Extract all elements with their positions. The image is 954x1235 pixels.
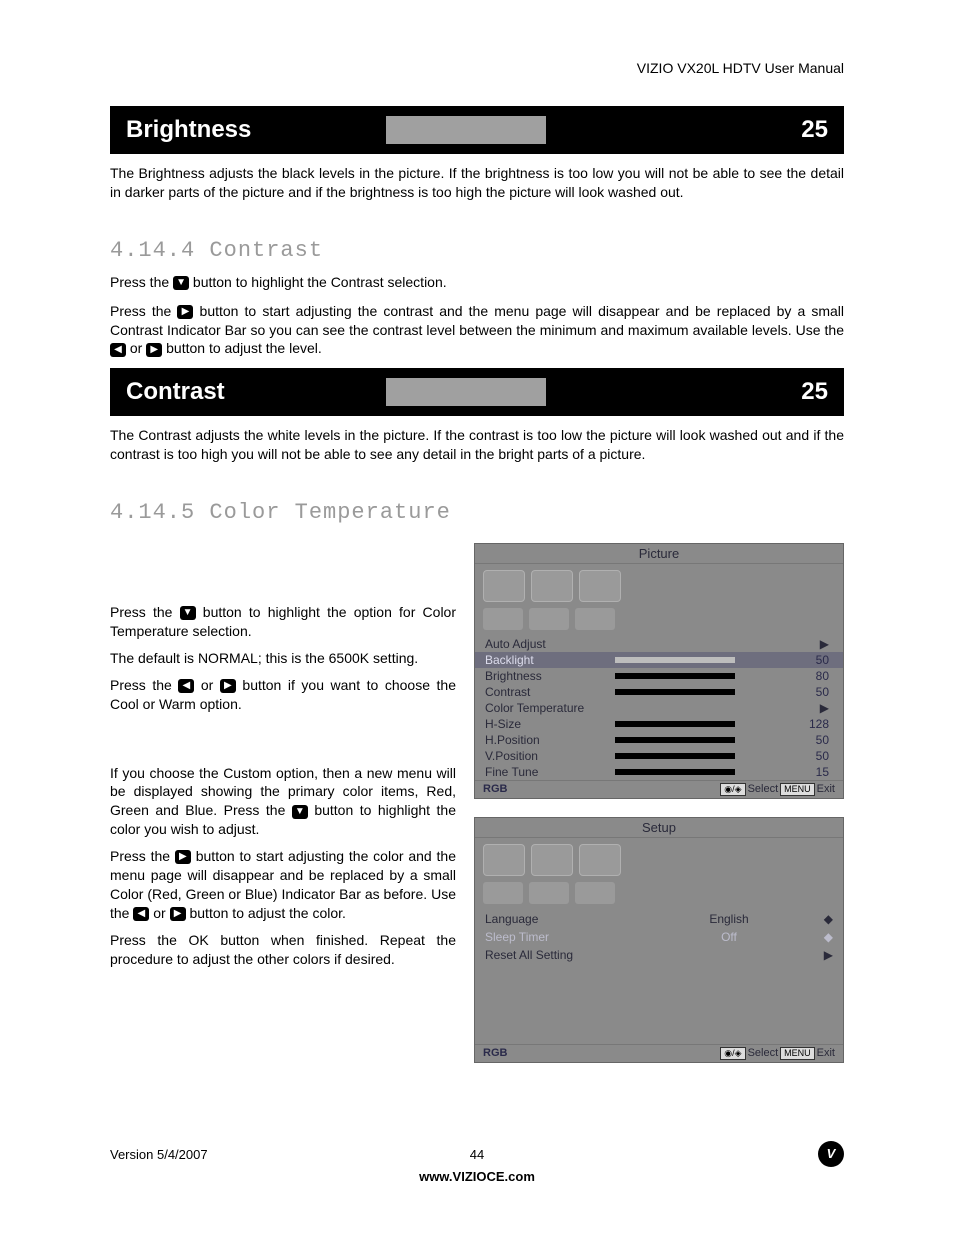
brightness-label: Brightness	[126, 116, 386, 144]
osd-subtab-icon	[483, 882, 523, 904]
colortemp-columns: Press the ▼ button to highlight the opti…	[110, 543, 844, 1081]
left-arrow-icon: ◀	[110, 343, 126, 357]
colortemp-finish: Press the OK button when finished. Repea…	[110, 931, 456, 969]
osd-row-hpos: H.Position 50	[475, 732, 843, 748]
osd-tab-icons	[475, 564, 843, 608]
page-number: 44	[447, 1147, 507, 1162]
osd-subtab-icon	[575, 608, 615, 630]
osd-row-fine: Fine Tune 15	[475, 764, 843, 780]
colortemp-default: The default is NORMAL; this is the 6500K…	[110, 649, 456, 668]
contrast-osd-bar: Contrast 25	[110, 368, 844, 416]
right-triangle-icon: ▶	[615, 637, 833, 651]
lr-arrow-icon: ◆	[813, 912, 833, 926]
footer-url: www.VIZIOCE.com	[110, 1169, 844, 1184]
manual-title: VIZIO VX20L HDTV User Manual	[110, 60, 844, 76]
contrast-p1: Press the ▼ button to highlight the Cont…	[110, 273, 844, 292]
osd-subtab-icon	[529, 608, 569, 630]
osd-tab-icon	[531, 844, 573, 876]
right-triangle-icon: ▶	[813, 948, 833, 962]
contrast-label: Contrast	[126, 378, 386, 406]
osd-tab-icon	[531, 570, 573, 602]
osd-screenshots: Picture Auto Adjust ▶ Backlight	[474, 543, 844, 1081]
key-icon: ◉/◈	[720, 783, 745, 796]
page-footer: Version 5/4/2007 44 V	[110, 1141, 844, 1167]
setup-osd-panel: Setup Language English ◆ Sleep	[474, 817, 844, 1063]
osd-source: RGB	[483, 1047, 507, 1060]
setup-row-sleep: Sleep Timer Off ◆	[475, 928, 843, 946]
page: VIZIO VX20L HDTV User Manual Brightness …	[0, 0, 954, 1235]
version-text: Version 5/4/2007	[110, 1147, 447, 1162]
key-icon: ◉/◈	[720, 1047, 745, 1060]
down-arrow-icon: ▼	[292, 805, 308, 819]
osd-subtab-icons	[475, 608, 843, 636]
slider-bar	[615, 753, 735, 759]
slider-bar	[615, 721, 735, 727]
vizio-logo: V	[507, 1141, 844, 1167]
lr-arrow-icon: ◆	[813, 930, 833, 944]
picture-osd-panel: Picture Auto Adjust ▶ Backlight	[474, 543, 844, 799]
right-arrow-icon: ▶	[170, 907, 186, 921]
osd-subtab-icon	[575, 882, 615, 904]
slider-bar	[615, 737, 735, 743]
osd-footer: RGB ◉/◈ Select MENU Exit	[475, 780, 843, 798]
contrast-slider	[386, 378, 546, 406]
colortemp-text: Press the ▼ button to highlight the opti…	[110, 543, 456, 1081]
brightness-slider	[386, 116, 546, 144]
osd-subtab-icon	[529, 882, 569, 904]
key-icon: MENU	[780, 783, 815, 796]
osd-source: RGB	[483, 783, 507, 796]
osd-subtab-icons	[475, 882, 843, 910]
osd-tab-icons	[475, 838, 843, 882]
right-arrow-icon: ▶	[220, 679, 236, 693]
osd-footer: RGB ◉/◈ Select MENU Exit	[475, 1044, 843, 1062]
osd-row-contrast: Contrast 50	[475, 684, 843, 700]
section-heading-contrast: 4.14.4 Contrast	[110, 238, 844, 263]
osd-tab-icon	[579, 844, 621, 876]
brightness-description: The Brightness adjusts the black levels …	[110, 164, 844, 202]
osd-row-hsize: H-Size 128	[475, 716, 843, 732]
right-arrow-icon: ▶	[175, 850, 191, 864]
down-arrow-icon: ▼	[173, 276, 189, 290]
brightness-value: 25	[801, 116, 828, 144]
contrast-description: The Contrast adjusts the white levels in…	[110, 426, 844, 464]
right-arrow-icon: ▶	[177, 305, 193, 319]
osd-row-auto-adjust: Auto Adjust ▶	[475, 636, 843, 652]
section-heading-colortemp: 4.14.5 Color Temperature	[110, 500, 844, 525]
osd-tab-icon	[483, 844, 525, 876]
setup-row-reset: Reset All Setting ▶	[475, 946, 843, 964]
osd-row-backlight: Backlight 50	[475, 652, 843, 668]
left-arrow-icon: ◀	[133, 907, 149, 921]
slider-bar	[615, 769, 735, 775]
right-triangle-icon: ▶	[615, 701, 833, 715]
osd-row-colortemp: Color Temperature ▶	[475, 700, 843, 716]
brightness-osd-bar: Brightness 25	[110, 106, 844, 154]
contrast-value: 25	[801, 378, 828, 406]
osd-row-vpos: V.Position 50	[475, 748, 843, 764]
contrast-p2: Press the ▶ button to start adjusting th…	[110, 302, 844, 359]
slider-bar	[615, 689, 735, 695]
right-arrow-icon: ▶	[146, 343, 162, 357]
key-icon: MENU	[780, 1047, 815, 1060]
osd-subtab-icon	[483, 608, 523, 630]
osd-tab-icon	[483, 570, 525, 602]
setup-row-language: Language English ◆	[475, 910, 843, 928]
osd-tab-icon	[579, 570, 621, 602]
picture-osd-title: Picture	[475, 544, 843, 564]
slider-bar	[615, 673, 735, 679]
osd-row-brightness: Brightness 80	[475, 668, 843, 684]
left-arrow-icon: ◀	[178, 679, 194, 693]
setup-osd-title: Setup	[475, 818, 843, 838]
slider-bar	[615, 657, 735, 663]
down-arrow-icon: ▼	[180, 606, 196, 620]
